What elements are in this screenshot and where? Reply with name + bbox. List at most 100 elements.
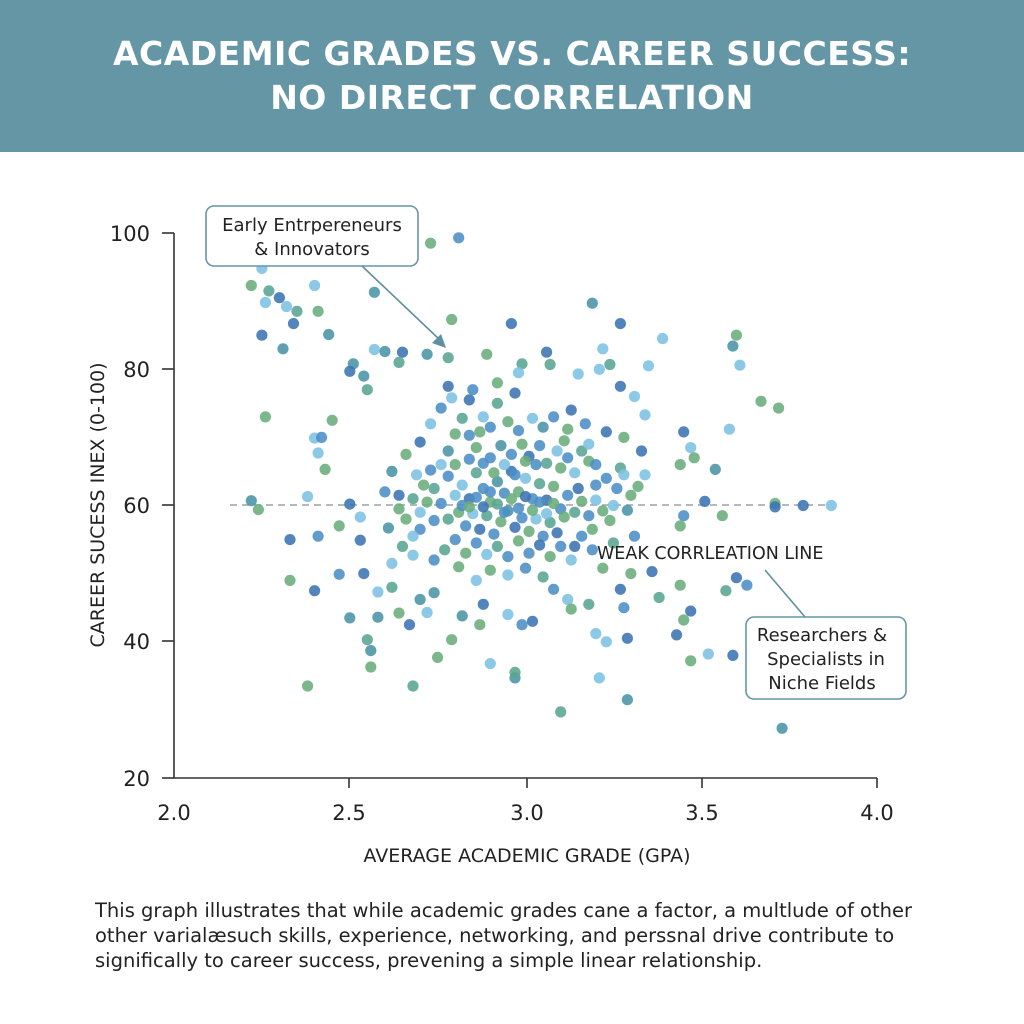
data-point [730,572,743,584]
data-point [628,390,641,403]
data-point [590,494,602,506]
x-tick-label: 2.0 [157,801,190,825]
data-point [312,305,324,317]
data-point [245,495,257,507]
data-point [541,346,553,358]
data-point [435,497,447,510]
data-point [456,479,468,491]
data-point [723,423,736,435]
data-point [252,504,264,516]
data-point [425,464,437,476]
data-point [512,502,525,514]
data-point [435,459,447,471]
data-point [572,368,584,380]
data-point [491,498,503,510]
data-point [642,360,655,372]
data-point [688,452,700,464]
data-point [674,579,686,591]
data-point [323,328,335,341]
data-point [519,562,532,574]
data-point [446,313,458,326]
data-point [558,511,570,523]
data-point [727,649,739,662]
data-point [407,549,419,561]
data-point [551,527,563,539]
data-point [519,472,532,484]
data-point [502,416,514,428]
data-point [537,571,549,583]
data-point [685,655,697,667]
data-point [361,634,373,646]
data-point [435,402,447,414]
title-line-2: NO DIRECT CORRELATION [270,78,754,117]
data-point [498,506,510,518]
data-point [611,482,623,495]
data-point [548,411,560,423]
data-point [463,453,475,465]
data-point [280,301,293,313]
chart-canvas: 100 80 60 40 20 CAREER SUCESS INEX (0-10… [87,205,907,867]
data-point [354,534,366,546]
data-point [453,232,465,244]
data-point [519,491,532,503]
data-point [421,606,433,619]
data-point [477,411,489,423]
annotation-researchers: Researchers & Specialists in Niche Field… [745,569,907,700]
data-point [674,459,686,471]
data-point [734,359,746,371]
data-point [277,343,289,355]
data-point [516,438,528,450]
y-tick-label: 20 [123,767,150,791]
data-point [769,501,781,513]
data-point [316,431,328,443]
caption-line-1: This graph illustrates that while academ… [95,899,913,922]
annotation-text: Early Entrpereneurs [222,215,402,236]
y-tick-label: 100 [110,222,150,246]
data-point [446,634,458,646]
data-point [632,480,644,492]
data-point [470,574,482,587]
data-point [403,619,416,631]
data-point [495,516,507,528]
data-points [245,232,837,734]
data-point [565,603,577,615]
data-point [671,629,683,641]
data-point [491,540,503,553]
data-point [600,426,612,438]
data-point [474,426,486,438]
data-point [614,318,627,330]
data-point [548,480,560,492]
data-point [516,358,528,370]
data-point [519,455,532,467]
data-point [442,470,454,482]
correlation-line-label: WEAK CORRLEATION LINE [597,544,823,564]
data-point [400,513,412,525]
data-point [442,352,454,364]
data-point [361,384,373,396]
title-banner: ACADEMIC GRADES VS. CAREER SUCCESS: NO D… [0,0,1024,152]
data-point [474,619,486,631]
data-point [442,445,454,457]
data-point [555,540,567,553]
data-point [400,448,412,460]
data-point [502,551,514,563]
data-point [516,512,528,524]
data-point [562,593,574,606]
data-point [256,329,268,341]
data-point [716,510,728,522]
data-point [544,551,556,563]
data-point [470,442,482,454]
data-point [425,237,437,249]
data-point [326,414,338,426]
data-point [470,491,482,503]
data-point [449,534,461,546]
data-point [481,510,493,522]
data-point [562,423,574,435]
data-point [442,513,454,525]
data-point [776,722,788,734]
y-tick-label: 80 [123,358,150,382]
data-point [382,522,394,534]
data-point [333,568,345,580]
data-point [470,537,482,549]
data-point [460,520,472,532]
